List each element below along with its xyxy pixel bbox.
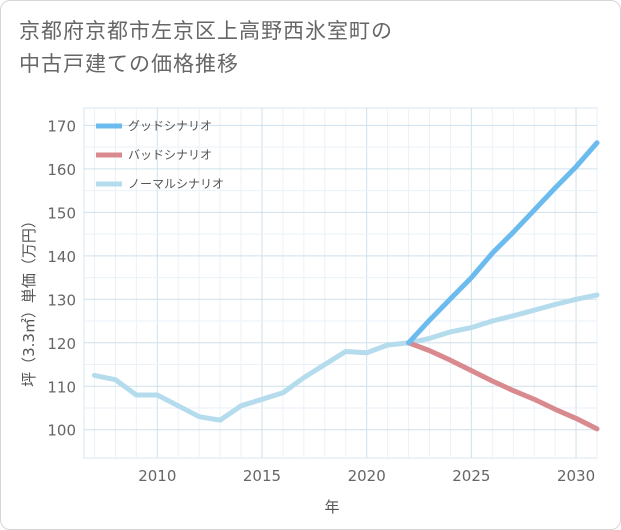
chart-title: 京都府京都市左京区上高野西氷室町の 中古戸建ての価格推移 [19,15,539,81]
x-axis-title: 年 [324,498,339,516]
series-line-2 [92,292,600,423]
x-tick-label: 2030 [557,467,595,485]
y-tick-label: 130 [47,291,76,309]
legend-label-0: グッドシナリオ [128,119,212,133]
y-tick-label: 110 [47,378,76,396]
series-line-1 [406,340,600,432]
y-tick-label: 100 [47,422,76,440]
chart-title-line-2: 中古戸建ての価格推移 [19,52,239,76]
y-tick-label: 160 [47,161,76,179]
series-line-0 [406,140,600,346]
y-tick-label: 150 [47,204,76,222]
y-axis-ticks: 100 110 120 130 140 150 160 170 [47,117,76,439]
x-tick-label: 2010 [138,467,176,485]
series-lines [92,140,600,432]
x-tick-label: 2015 [243,467,281,485]
y-tick-label: 140 [47,248,76,266]
legend-label-1: バッドシナリオ [128,148,212,162]
x-axis-ticks: 2010 2015 2020 2025 2030 [138,467,595,485]
grid-lines [83,107,598,459]
x-tick-label: 2020 [348,467,386,485]
y-axis-title: 坪（3.3㎡）単価（万円） [20,213,38,387]
y-tick-label: 170 [47,117,76,135]
chart-title-line-1: 京都府京都市左京区上高野西氷室町の [19,19,393,43]
x-tick-label: 2025 [452,467,490,485]
legend-label-2: ノーマルシナリオ [128,177,224,191]
y-tick-label: 120 [47,335,76,353]
